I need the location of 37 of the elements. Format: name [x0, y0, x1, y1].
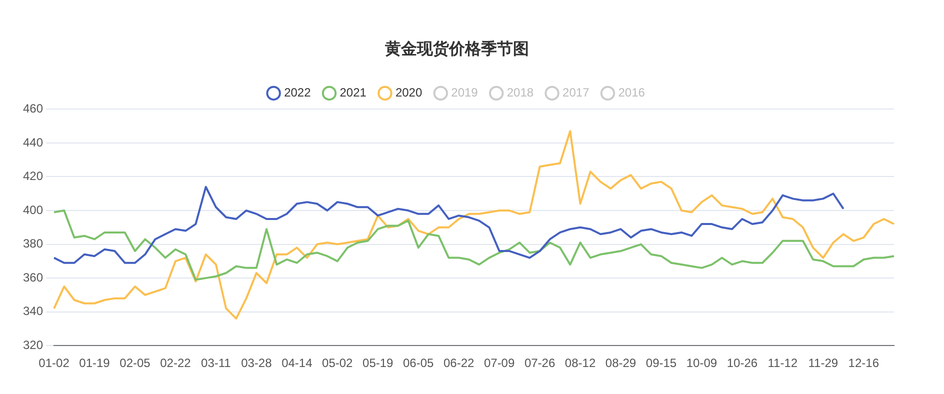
x-tick-label: 05-19: [362, 356, 394, 370]
x-tick-label: 03-28: [241, 356, 272, 370]
legend-label: 2017: [562, 86, 590, 100]
chart-title: 黄金现货价格季节图: [384, 38, 529, 58]
x-tick-label: 06-05: [403, 356, 434, 370]
x-tick-label: 02-22: [160, 356, 192, 370]
x-tick-label: 02-05: [120, 356, 151, 370]
legend-label: 2018: [506, 86, 534, 100]
x-tick-label: 12-16: [848, 356, 880, 370]
legend-label: 2022: [284, 86, 312, 100]
x-tick-label: 07-26: [524, 356, 556, 370]
legend-label: 2020: [395, 86, 422, 100]
x-tick-label: 01-19: [79, 356, 110, 370]
y-tick-label: 380: [22, 236, 44, 251]
x-tick-label: 03-11: [201, 356, 232, 370]
legend-label: 2019: [451, 86, 478, 100]
x-tick-label: 01-02: [38, 356, 70, 370]
y-tick-label: 360: [22, 270, 44, 284]
y-tick-label: 400: [22, 202, 44, 217]
x-tick-label: 11-29: [808, 356, 838, 370]
x-tick-label: 05-02: [322, 356, 354, 370]
y-tick-label: 420: [22, 169, 44, 184]
x-tick-label: 10-09: [686, 356, 718, 370]
legend-label: 2016: [618, 86, 646, 100]
y-tick-label: 320: [22, 338, 44, 352]
x-tick-label: 08-12: [564, 356, 596, 370]
x-tick-label: 08-29: [605, 356, 636, 370]
y-tick-label: 460: [22, 102, 44, 116]
x-tick-label: 09-15: [646, 356, 677, 370]
x-tick-label: 11-12: [768, 356, 798, 370]
x-tick-label: 06-22: [443, 356, 474, 370]
y-tick-label: 440: [22, 135, 44, 150]
x-tick-label: 10-26: [726, 356, 758, 370]
legend-label: 2021: [340, 86, 367, 100]
x-tick-label: 04-14: [282, 356, 313, 370]
y-tick-label: 340: [22, 304, 44, 318]
x-tick-label: 07-09: [484, 356, 515, 370]
